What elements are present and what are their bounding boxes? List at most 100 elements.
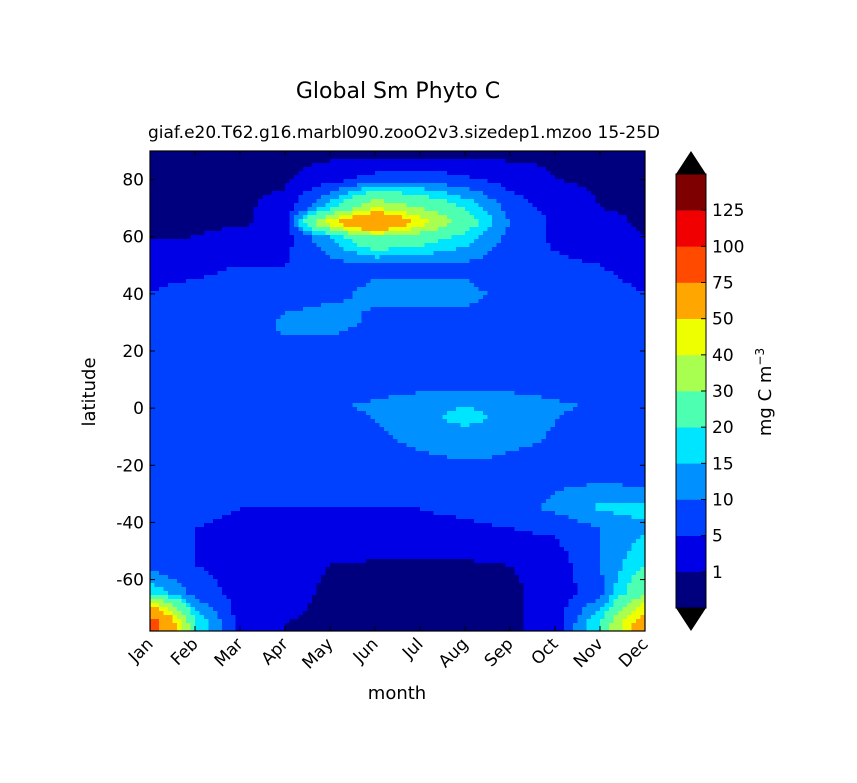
heatmap-cell: [510, 159, 516, 164]
heatmap-cell: [204, 163, 210, 168]
heatmap-cell: [447, 247, 453, 252]
heatmap-cell: [298, 311, 304, 316]
heatmap-cell: [406, 195, 412, 200]
heatmap-cell: [267, 291, 273, 296]
heatmap-cell: [262, 263, 268, 268]
heatmap-cell: [415, 243, 421, 248]
heatmap-cell: [609, 311, 615, 316]
heatmap-cell: [523, 303, 529, 308]
heatmap-cell: [442, 195, 448, 200]
heatmap-cell: [316, 331, 322, 336]
heatmap-cell: [334, 291, 340, 296]
heatmap-cell: [352, 327, 358, 332]
heatmap-cell: [478, 235, 484, 240]
heatmap-cell: [465, 215, 471, 220]
heatmap-cell: [244, 231, 250, 236]
heatmap-cell: [253, 323, 259, 328]
heatmap-cell: [429, 207, 435, 212]
heatmap-cell: [271, 299, 277, 304]
heatmap-cell: [501, 211, 507, 216]
heatmap-cell: [375, 239, 381, 244]
heatmap-cell: [505, 275, 511, 280]
heatmap-cell: [352, 239, 358, 244]
heatmap-cell: [564, 243, 570, 248]
heatmap-cell: [523, 235, 529, 240]
heatmap-cell: [640, 259, 645, 264]
heatmap-cell: [591, 231, 597, 236]
heatmap-cell: [307, 227, 313, 232]
heatmap-cell: [316, 295, 322, 300]
heatmap-cell: [496, 175, 502, 180]
heatmap-cell: [631, 175, 637, 180]
heatmap-cell: [487, 195, 493, 200]
heatmap-cell: [195, 303, 201, 308]
heatmap-cell: [163, 331, 169, 336]
heatmap-cell: [303, 211, 309, 216]
heatmap-cell: [523, 227, 529, 232]
heatmap-cell: [532, 291, 538, 296]
heatmap-cell: [528, 267, 534, 272]
heatmap-cell: [280, 203, 286, 208]
heatmap-cell: [240, 307, 246, 312]
heatmap-cell: [384, 247, 390, 252]
heatmap-cell: [163, 315, 169, 320]
heatmap-cell: [424, 239, 430, 244]
heatmap-cell: [294, 299, 300, 304]
heatmap-cell: [573, 207, 579, 212]
heatmap-cell: [276, 215, 282, 220]
heatmap-cell: [393, 155, 399, 160]
heatmap-cell: [244, 307, 250, 312]
heatmap-cell: [411, 303, 417, 308]
heatmap-cell: [528, 171, 534, 176]
heatmap-cell: [384, 195, 390, 200]
heatmap-cell: [528, 255, 534, 260]
heatmap-cell: [546, 259, 552, 264]
heatmap-cell: [190, 323, 196, 328]
heatmap-cell: [397, 271, 403, 276]
heatmap-cell: [393, 275, 399, 280]
heatmap-cell: [415, 295, 421, 300]
heatmap-cell: [402, 155, 408, 160]
heatmap-cell: [519, 307, 525, 312]
heatmap-cell: [226, 247, 232, 252]
heatmap-cell: [186, 183, 192, 188]
heatmap-cell: [406, 171, 412, 176]
heatmap-cell: [177, 179, 183, 184]
heatmap-cell: [267, 199, 273, 204]
heatmap-cell: [420, 207, 426, 212]
heatmap-cell: [244, 191, 250, 196]
heatmap-cell: [348, 203, 354, 208]
heatmap-cell: [564, 275, 570, 280]
heatmap-cell: [600, 219, 606, 224]
heatmap-cell: [154, 171, 160, 176]
heatmap-cell: [415, 263, 421, 268]
heatmap-cell: [609, 239, 615, 244]
heatmap-cell: [316, 235, 322, 240]
heatmap-cell: [429, 303, 435, 308]
heatmap-cell: [618, 323, 624, 328]
heatmap-cell: [159, 223, 165, 228]
heatmap-cell: [573, 203, 579, 208]
heatmap-cell: [199, 263, 205, 268]
heatmap-cell: [411, 283, 417, 288]
heatmap-cell: [244, 299, 250, 304]
heatmap-cell: [582, 303, 588, 308]
heatmap-cell: [253, 183, 259, 188]
heatmap-cell: [397, 307, 403, 312]
heatmap-cell: [622, 267, 628, 272]
heatmap-cell: [393, 299, 399, 304]
heatmap-cell: [429, 179, 435, 184]
heatmap-cell: [334, 179, 340, 184]
heatmap-cell: [231, 247, 237, 252]
heatmap-cell: [334, 167, 340, 172]
heatmap-cell: [424, 259, 430, 264]
heatmap-cell: [267, 295, 273, 300]
heatmap-cell: [240, 291, 246, 296]
heatmap-cell: [357, 283, 363, 288]
heatmap-cell: [420, 199, 426, 204]
heatmap-cell: [456, 255, 462, 260]
heatmap-cell: [384, 227, 390, 232]
heatmap-cell: [258, 211, 264, 216]
heatmap-cell: [348, 259, 354, 264]
heatmap-cell: [330, 327, 336, 332]
